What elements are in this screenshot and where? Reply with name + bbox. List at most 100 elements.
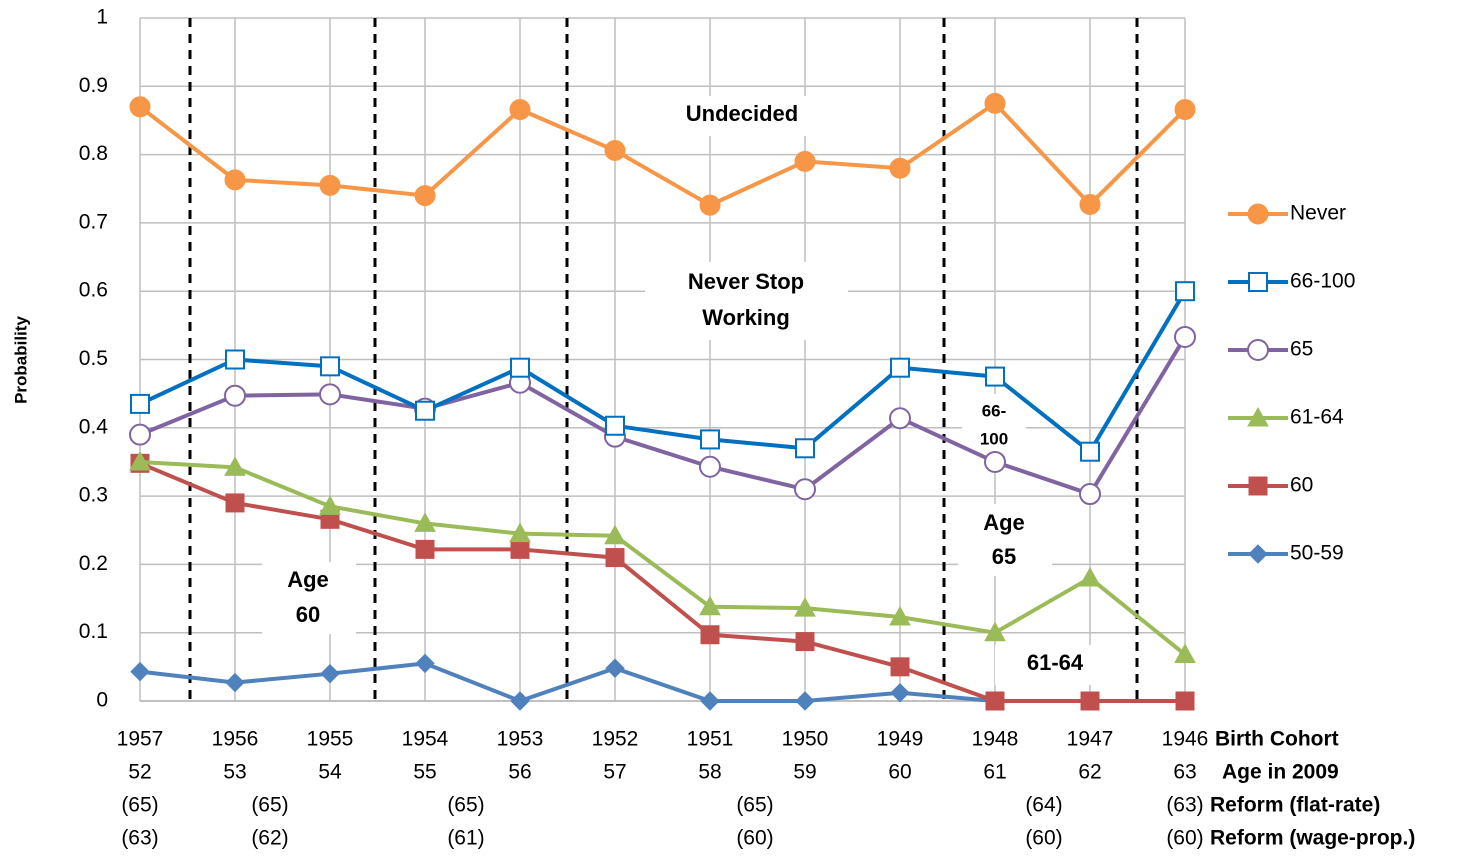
annotation: 100 — [980, 429, 1008, 448]
reform-label: (60) — [1166, 827, 1203, 850]
marker — [1079, 567, 1101, 587]
marker — [605, 548, 625, 568]
y-tick-label: 0.2 — [79, 552, 108, 575]
age-label: 53 — [223, 761, 246, 784]
reform-label: (62) — [251, 827, 288, 850]
age-label: 60 — [888, 761, 911, 784]
y-tick-label: 0.9 — [79, 74, 108, 97]
row-label: Age in 2009 — [1222, 761, 1339, 784]
marker — [984, 621, 1006, 642]
marker — [794, 150, 816, 172]
marker — [985, 691, 1005, 711]
marker — [700, 429, 720, 450]
annotation: Working — [702, 305, 790, 330]
x-tick-label: 1953 — [497, 728, 544, 751]
marker — [414, 185, 436, 207]
marker — [699, 595, 721, 616]
marker — [509, 99, 531, 121]
reform-label: (60) — [1025, 827, 1062, 850]
legend-label: 50-59 — [1290, 542, 1344, 565]
x-tick-label: 1956 — [212, 728, 259, 751]
annotation-box — [262, 562, 356, 634]
marker — [130, 393, 150, 414]
marker — [415, 539, 435, 559]
legend-marker — [1248, 272, 1268, 292]
marker — [224, 384, 246, 407]
y-tick-label: 0.5 — [79, 347, 108, 370]
series — [129, 450, 1196, 664]
series — [130, 453, 1195, 711]
annotation: 65 — [992, 544, 1016, 569]
marker — [795, 438, 815, 459]
marker — [605, 658, 625, 678]
marker — [129, 96, 151, 118]
series — [129, 92, 1196, 216]
x-tick-label: 1948 — [972, 728, 1019, 751]
marker — [510, 539, 530, 559]
annotation-box — [645, 262, 848, 340]
reform-label: (61) — [447, 827, 484, 850]
reform-label: (63) — [121, 827, 158, 850]
age-label: 63 — [1173, 761, 1196, 784]
annotation-box — [640, 96, 845, 136]
y-tick-label: 0.6 — [79, 279, 108, 302]
annotation-box — [958, 504, 1052, 576]
y-tick-label: 0.4 — [79, 415, 109, 438]
line — [139, 290, 1187, 455]
age-label: 61 — [983, 761, 1006, 784]
age-label: 56 — [508, 761, 531, 784]
marker — [1175, 691, 1195, 711]
reform-label: (60) — [736, 827, 773, 850]
marker — [319, 174, 341, 196]
reform-label: (65) — [251, 794, 288, 817]
row-label: Birth Cohort — [1215, 728, 1339, 751]
marker — [415, 400, 435, 421]
legend-label: 61-64 — [1290, 406, 1344, 429]
legend-label: 66-100 — [1290, 270, 1355, 293]
line — [139, 335, 1187, 497]
reform-label: (65) — [736, 794, 773, 817]
marker — [130, 661, 150, 682]
annotation: Age — [983, 510, 1025, 535]
marker — [510, 691, 530, 711]
marker — [510, 357, 530, 378]
reform-label: (64) — [1025, 794, 1062, 817]
age-label: 62 — [1078, 761, 1101, 784]
marker — [795, 632, 815, 652]
annotation: Age — [287, 567, 329, 592]
annotation: Never Stop — [688, 269, 804, 294]
marker — [985, 366, 1005, 387]
legend-marker — [1247, 406, 1269, 427]
x-tick-label: 1947 — [1067, 728, 1114, 751]
marker — [320, 356, 340, 377]
marker — [509, 522, 531, 543]
marker — [890, 657, 910, 677]
age-label: 52 — [128, 761, 151, 784]
marker — [700, 625, 720, 645]
marker — [699, 194, 721, 216]
line — [139, 459, 1187, 657]
x-tick-label: 1946 — [1162, 728, 1209, 751]
series — [130, 281, 1195, 462]
marker — [320, 663, 340, 684]
row-label: Reform (wage-prop.) — [1210, 827, 1415, 850]
marker — [889, 407, 911, 430]
x-tick-label: 1950 — [782, 728, 829, 751]
marker — [1079, 193, 1101, 215]
x-tick-label: 1951 — [687, 728, 734, 751]
marker — [1174, 325, 1196, 348]
age-label: 59 — [793, 761, 816, 784]
legend-marker — [1248, 544, 1268, 564]
age-label: 57 — [603, 761, 626, 784]
marker — [225, 493, 245, 513]
marker — [224, 456, 246, 476]
marker — [795, 691, 815, 711]
marker — [1080, 441, 1100, 462]
marker — [890, 683, 910, 703]
marker — [129, 450, 151, 471]
marker — [129, 423, 151, 446]
legend-label: Never — [1290, 202, 1346, 225]
age-label: 55 — [413, 761, 436, 784]
marker — [889, 157, 911, 179]
